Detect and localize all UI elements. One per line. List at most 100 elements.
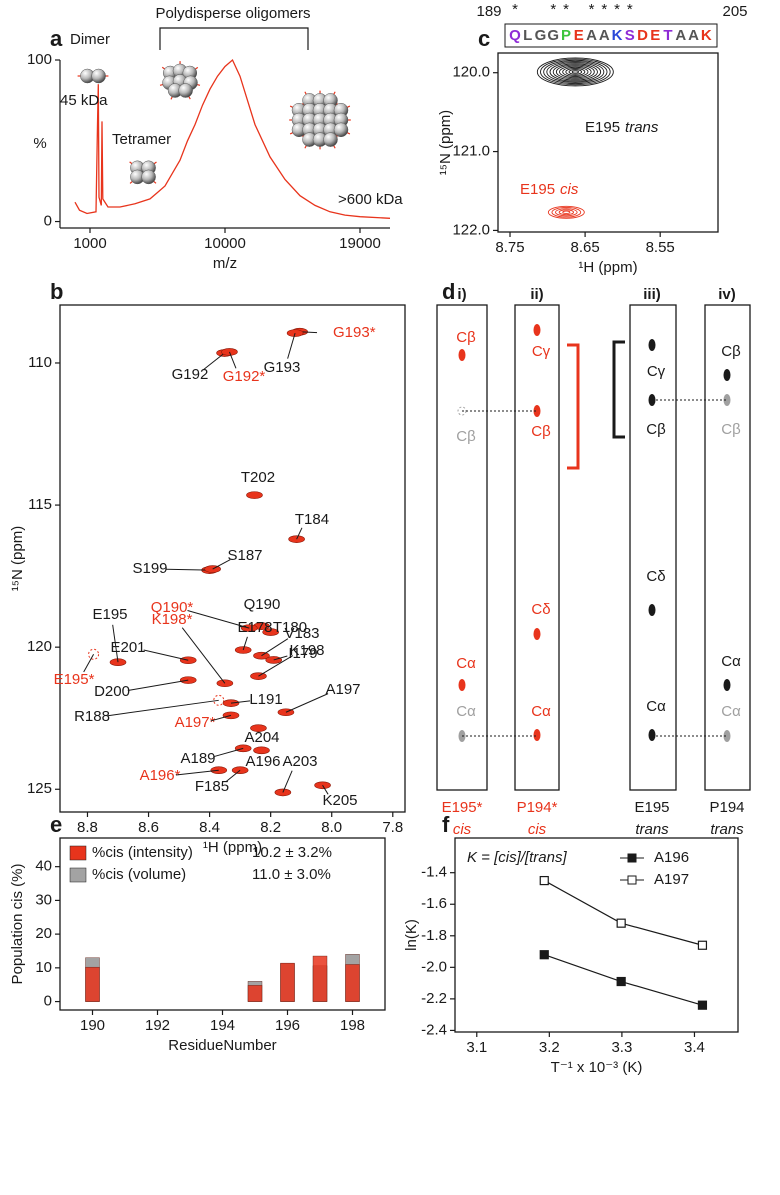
- marker: [616, 918, 626, 928]
- y-axis-title: ¹⁵N (ppm): [9, 526, 26, 591]
- strip-peak-label: Cδ: [531, 601, 550, 618]
- residue-mark: *: [589, 1, 595, 18]
- contour-ring: [552, 63, 598, 81]
- strip-title: i): [457, 286, 466, 303]
- panel-label: c: [478, 26, 490, 51]
- peak-label: A203: [282, 753, 317, 770]
- peak-label: S199: [132, 560, 167, 577]
- peak: [213, 694, 225, 706]
- leader-line: [212, 559, 231, 570]
- marker: [697, 1000, 708, 1010]
- peak: [262, 628, 279, 636]
- marker: [697, 940, 708, 950]
- oligomer-icon: [129, 160, 157, 185]
- strip-peak-label: Cγ: [532, 343, 551, 360]
- strip-peak: [723, 369, 731, 381]
- residue: K: [612, 27, 623, 44]
- contour-ring: [549, 62, 602, 82]
- strip-peak: [723, 730, 731, 742]
- peak-label: G192: [172, 366, 209, 383]
- sequence-box: [504, 23, 718, 48]
- residue: T: [663, 27, 672, 44]
- sequence-start: 189: [476, 3, 501, 20]
- peak-name: E195: [585, 119, 620, 136]
- panel-label: f: [442, 812, 450, 837]
- leader-line: [225, 769, 241, 783]
- contour-ring: [546, 60, 605, 83]
- x-tick-label: 7.8: [382, 819, 403, 836]
- bar: [280, 962, 295, 1002]
- marker: [539, 950, 549, 960]
- peak-label: G193*: [333, 324, 376, 341]
- peak-label: V183: [284, 625, 319, 642]
- peak-label: T202: [241, 469, 275, 486]
- peak-label: T180: [273, 619, 307, 636]
- y-axis-title: %: [33, 135, 46, 152]
- y-tick-label: 115: [28, 496, 52, 513]
- strip-peak: [458, 349, 466, 361]
- peak-label: S187: [227, 547, 262, 564]
- legend-label: A197: [654, 871, 689, 888]
- leader-line: [107, 699, 219, 717]
- subunit: [333, 122, 349, 138]
- strip-title: iii): [643, 286, 661, 303]
- contour-ring: [559, 65, 592, 79]
- leader-line: [242, 636, 248, 651]
- marker: [539, 875, 549, 886]
- x-tick-label: 8.75: [495, 239, 524, 256]
- y-tick-label: 120: [27, 638, 52, 655]
- y-tick-label: 0: [44, 993, 52, 1010]
- legend-stat: 10.2 ± 3.2%: [252, 844, 332, 861]
- leader-line: [258, 655, 294, 677]
- x-tick-label: 19000: [339, 235, 381, 252]
- peak-label: R188: [74, 708, 110, 725]
- annotation: 45 kDa: [60, 92, 108, 109]
- annotation: >600 kDa: [338, 191, 403, 208]
- peak: [246, 491, 263, 499]
- contour-ring: [565, 67, 586, 76]
- annotation: Polydisperse oligomers: [155, 5, 310, 22]
- peak-label: G193: [264, 359, 301, 376]
- leader-line: [296, 527, 303, 540]
- x-tick-label: 3.4: [684, 1039, 705, 1056]
- leader-line: [287, 332, 296, 359]
- strip-name: P194: [709, 799, 744, 816]
- peak-label: A196: [245, 753, 280, 770]
- legend-swatch: [69, 867, 87, 883]
- y-tick-label: 125: [27, 780, 52, 797]
- x-tick-label: 1000: [73, 235, 106, 252]
- leader-line: [282, 770, 293, 793]
- residue: G: [547, 27, 559, 44]
- annotation: Tetramer: [112, 131, 171, 148]
- y-axis-title: ¹⁵N (ppm): [437, 110, 454, 175]
- y-tick-label: 110: [28, 354, 52, 371]
- residue: P: [561, 27, 571, 44]
- strip-peak-label: Cα: [456, 703, 476, 720]
- contour-ring: [568, 69, 583, 75]
- peak-label: A196*: [140, 767, 181, 784]
- x-tick-label: 198: [340, 1017, 365, 1034]
- strip-peak: [533, 729, 541, 741]
- x-tick-label: 8.65: [570, 239, 599, 256]
- bar: [247, 985, 263, 1002]
- y-tick-label: 30: [35, 891, 52, 908]
- x-axis-title: ¹H (ppm): [203, 839, 262, 856]
- subunit: [141, 169, 156, 185]
- peak-label: G192*: [223, 368, 266, 385]
- residue-mark: *: [550, 1, 556, 18]
- strip-peak-label: Cα: [531, 703, 551, 720]
- panel-label: d: [442, 279, 455, 304]
- leader-line: [203, 352, 225, 371]
- leader-line: [181, 627, 226, 684]
- oligomer-icon: [159, 61, 201, 100]
- y-tick-label: 121.0: [452, 143, 490, 160]
- x-axis-title: T⁻¹ x 10⁻³ (K): [551, 1059, 643, 1076]
- bar: [345, 964, 360, 1002]
- strip-peak-label: Cα: [646, 698, 666, 715]
- peak-label: E195 cis: [520, 181, 579, 198]
- marker: [616, 976, 626, 987]
- residue-mark: *: [601, 1, 607, 18]
- legend-stat: 11.0 ± 3.0%: [252, 866, 331, 883]
- strip-state: cis: [453, 821, 472, 838]
- residue: A: [688, 27, 699, 44]
